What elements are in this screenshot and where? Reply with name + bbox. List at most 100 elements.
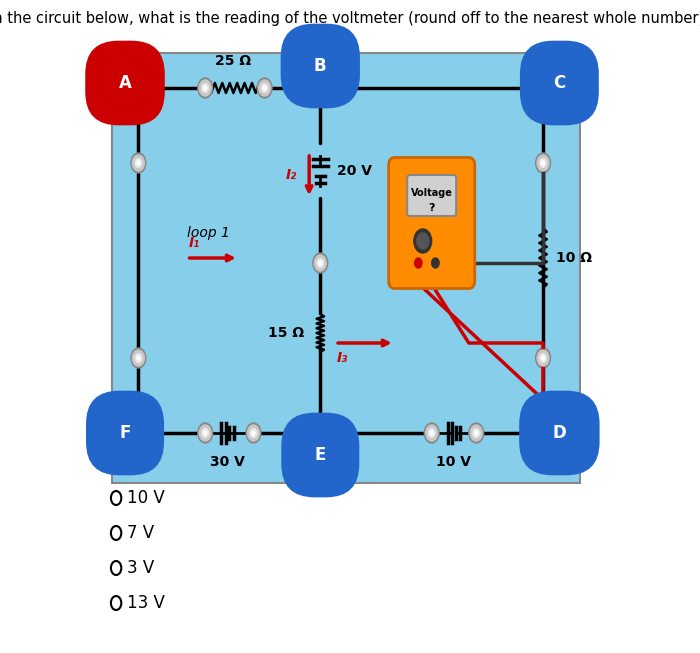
Circle shape bbox=[131, 423, 146, 443]
Text: F: F bbox=[119, 424, 131, 442]
Circle shape bbox=[424, 423, 439, 443]
Text: 7 V: 7 V bbox=[127, 524, 155, 542]
Text: Voltage: Voltage bbox=[411, 188, 453, 198]
Circle shape bbox=[135, 428, 141, 438]
Circle shape bbox=[199, 425, 211, 441]
Circle shape bbox=[314, 425, 326, 441]
Circle shape bbox=[132, 425, 144, 441]
Circle shape bbox=[317, 259, 323, 267]
Circle shape bbox=[131, 78, 146, 98]
Circle shape bbox=[469, 423, 484, 443]
Circle shape bbox=[542, 161, 545, 165]
Circle shape bbox=[246, 423, 261, 443]
Text: ?: ? bbox=[428, 203, 435, 213]
Circle shape bbox=[202, 84, 209, 93]
Text: 10 Ω: 10 Ω bbox=[556, 251, 592, 265]
Circle shape bbox=[199, 80, 211, 96]
Circle shape bbox=[314, 255, 326, 271]
Text: D: D bbox=[552, 424, 566, 442]
Circle shape bbox=[259, 80, 271, 96]
Text: 30 V: 30 V bbox=[210, 455, 245, 469]
Circle shape bbox=[414, 258, 422, 268]
Text: A: A bbox=[118, 74, 132, 92]
Circle shape bbox=[536, 153, 550, 173]
Circle shape bbox=[313, 423, 328, 443]
Circle shape bbox=[198, 78, 213, 98]
FancyBboxPatch shape bbox=[389, 157, 475, 289]
Circle shape bbox=[428, 428, 435, 438]
Circle shape bbox=[313, 78, 328, 98]
Circle shape bbox=[470, 425, 482, 441]
Circle shape bbox=[135, 159, 141, 167]
Circle shape bbox=[318, 431, 322, 435]
Circle shape bbox=[248, 425, 260, 441]
FancyBboxPatch shape bbox=[407, 175, 456, 216]
Text: C: C bbox=[553, 74, 566, 92]
Circle shape bbox=[257, 78, 272, 98]
Circle shape bbox=[318, 86, 322, 90]
Circle shape bbox=[317, 84, 323, 93]
Text: I₂: I₂ bbox=[286, 168, 297, 182]
Circle shape bbox=[137, 431, 140, 435]
Circle shape bbox=[318, 431, 322, 435]
Circle shape bbox=[314, 80, 326, 96]
Circle shape bbox=[537, 155, 549, 171]
Circle shape bbox=[536, 78, 550, 98]
Circle shape bbox=[318, 261, 322, 265]
Circle shape bbox=[132, 80, 144, 96]
Text: I₃: I₃ bbox=[337, 351, 348, 365]
Circle shape bbox=[540, 354, 546, 362]
Circle shape bbox=[536, 423, 550, 443]
Circle shape bbox=[542, 356, 545, 360]
Circle shape bbox=[537, 425, 549, 441]
Text: In the circuit below, what is the reading of the voltmeter (round off to the nea: In the circuit below, what is the readin… bbox=[0, 10, 700, 25]
Circle shape bbox=[135, 354, 141, 362]
Circle shape bbox=[131, 153, 146, 173]
Circle shape bbox=[317, 428, 323, 438]
Text: loop 1: loop 1 bbox=[188, 226, 230, 240]
Circle shape bbox=[537, 80, 549, 96]
Circle shape bbox=[473, 428, 480, 438]
Circle shape bbox=[536, 348, 550, 368]
Text: 10 V: 10 V bbox=[437, 455, 472, 469]
Circle shape bbox=[263, 86, 266, 90]
Text: 20 V: 20 V bbox=[337, 164, 372, 178]
Circle shape bbox=[250, 428, 257, 438]
Circle shape bbox=[430, 431, 433, 435]
Bar bbox=[113, 53, 580, 483]
Text: B: B bbox=[314, 57, 327, 75]
Circle shape bbox=[137, 86, 140, 90]
Circle shape bbox=[198, 423, 213, 443]
Text: I₁: I₁ bbox=[188, 236, 199, 250]
Circle shape bbox=[313, 253, 328, 273]
Text: 25 Ω: 25 Ω bbox=[216, 54, 251, 68]
Circle shape bbox=[135, 84, 141, 93]
Circle shape bbox=[131, 348, 146, 368]
Circle shape bbox=[132, 155, 144, 171]
Circle shape bbox=[202, 428, 209, 438]
Circle shape bbox=[540, 159, 546, 167]
Circle shape bbox=[432, 258, 439, 268]
Text: E: E bbox=[314, 446, 326, 464]
Circle shape bbox=[426, 425, 438, 441]
Circle shape bbox=[204, 431, 206, 435]
Text: 10 V: 10 V bbox=[127, 489, 165, 507]
Circle shape bbox=[475, 431, 477, 435]
Circle shape bbox=[252, 431, 255, 435]
Circle shape bbox=[137, 356, 140, 360]
Circle shape bbox=[416, 233, 428, 249]
Text: 15 Ω: 15 Ω bbox=[268, 326, 304, 340]
Circle shape bbox=[542, 86, 545, 90]
Circle shape bbox=[414, 229, 432, 253]
Circle shape bbox=[204, 86, 206, 90]
Circle shape bbox=[314, 425, 326, 441]
Circle shape bbox=[542, 431, 545, 435]
Circle shape bbox=[313, 423, 328, 443]
Circle shape bbox=[132, 350, 144, 366]
Text: 13 V: 13 V bbox=[127, 594, 165, 612]
Text: 3 V: 3 V bbox=[127, 559, 155, 577]
Circle shape bbox=[137, 161, 140, 165]
Circle shape bbox=[537, 350, 549, 366]
Circle shape bbox=[317, 428, 323, 438]
Circle shape bbox=[540, 84, 546, 93]
